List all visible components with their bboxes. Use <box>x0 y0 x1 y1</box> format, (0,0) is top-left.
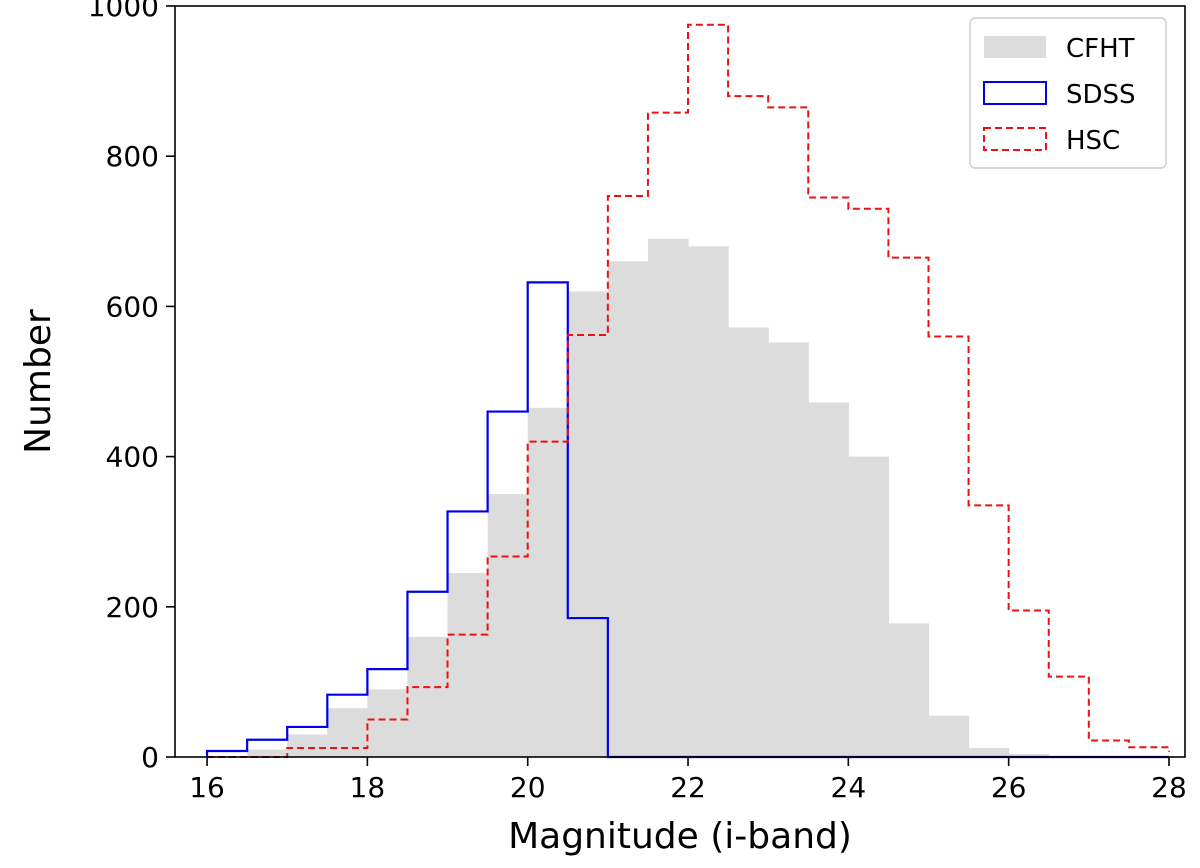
y-tick-label: 800 <box>106 140 159 173</box>
x-tick-label: 28 <box>1151 771 1187 804</box>
x-tick-label: 26 <box>991 771 1027 804</box>
legend-entry-hsc: HSC <box>983 126 1120 156</box>
cfht-bar <box>848 456 890 757</box>
legend-swatch <box>984 36 1046 58</box>
legend-label: CFHT <box>1066 34 1135 64</box>
cfht-bar <box>688 246 729 757</box>
x-tick-label: 16 <box>189 771 225 804</box>
cfht-bar <box>367 689 409 757</box>
cfht-bar <box>607 261 649 757</box>
cfht-bar <box>327 708 368 757</box>
y-tick-label: 1000 <box>88 0 159 23</box>
x-tick-label: 20 <box>510 771 546 804</box>
cfht-bar <box>928 715 970 757</box>
x-tick-label: 18 <box>350 771 386 804</box>
legend: CFHT SDSS HSC <box>969 17 1167 169</box>
cfht-bar <box>567 291 609 757</box>
y-tick-label: 400 <box>106 441 159 474</box>
cfht-bar <box>287 734 328 757</box>
plot-frame <box>174 5 1186 758</box>
cfht-bar <box>527 407 569 757</box>
legend-swatch <box>983 81 1047 105</box>
cfht-bar <box>968 747 1010 757</box>
x-tick-label: 24 <box>831 771 867 804</box>
cfht-bar <box>247 749 288 757</box>
cfht-bar <box>487 494 529 757</box>
y-tick-label: 0 <box>141 741 159 774</box>
cfht-bar <box>407 636 449 757</box>
legend-label: HSC <box>1066 126 1120 156</box>
y-tick-label: 200 <box>106 591 159 624</box>
x-tick-label: 22 <box>670 771 706 804</box>
cfht-bar <box>647 238 689 757</box>
y-tick-label: 600 <box>106 290 159 323</box>
legend-entry-cfht: CFHT <box>984 34 1135 64</box>
legend-entry-sdss: SDSS <box>983 80 1136 110</box>
cfht-bar <box>768 342 809 757</box>
legend-swatch <box>983 127 1047 151</box>
cfht-bar <box>808 402 849 757</box>
cfht-bar <box>1008 753 1050 757</box>
series-cfht <box>247 238 1050 757</box>
cfht-bar <box>447 573 489 757</box>
y-axis-title: Number <box>18 309 59 454</box>
series-hsc-step <box>207 23 1170 758</box>
cfht-bar <box>728 327 769 757</box>
legend-label: SDSS <box>1066 80 1136 110</box>
cfht-bar <box>888 623 930 757</box>
x-axis-title: Magnitude (i-band) <box>508 816 852 857</box>
